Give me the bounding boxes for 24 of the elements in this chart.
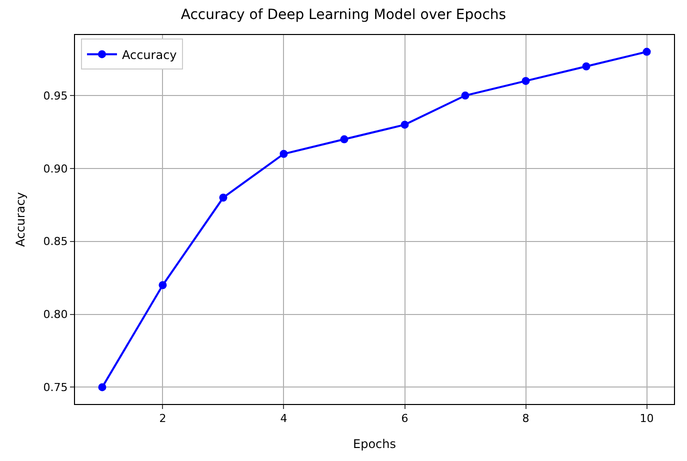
x-tick-label: 6 [401,412,408,426]
point [461,92,470,100]
point [582,62,590,70]
legend-label: Accuracy [122,48,177,62]
y-tick-label: 0.80 [43,308,68,322]
x-tick-label: 4 [280,412,288,426]
chart-title: Accuracy of Deep Learning Model over Epochs [180,7,506,24]
x-tick-label: 2 [159,412,166,426]
point [280,150,288,158]
y-tick-label: 0.95 [43,89,68,102]
x-tick-label: 10 [640,412,654,426]
point [219,194,228,202]
x-tick-label: 8 [522,412,530,426]
point [642,48,651,56]
y-tick-label: 0.75 [43,381,68,394]
point [400,120,409,129]
point [158,281,167,290]
point [98,383,106,392]
y-tick-label: 0.90 [43,162,68,176]
x-axis-title: Epochs [353,437,396,452]
point [522,76,530,85]
y-tick-label: 0.85 [43,235,68,248]
y-axis-title: Accuracy [14,192,28,247]
point [340,135,348,144]
